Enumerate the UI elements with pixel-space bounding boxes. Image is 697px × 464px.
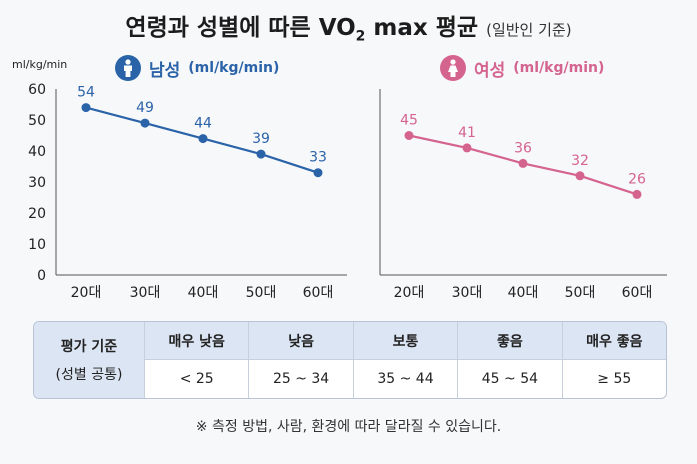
female-x-tick-label: 30대 bbox=[452, 285, 483, 301]
female-data-label: 45 bbox=[400, 113, 418, 129]
female-data-point bbox=[632, 189, 642, 199]
rating-value-normal: 35 ~ 44 bbox=[352, 360, 457, 398]
male-x-tick-label: 50대 bbox=[246, 285, 277, 301]
female-x-tick-label: 60대 bbox=[622, 285, 653, 301]
female-data-label: 26 bbox=[628, 171, 646, 187]
rating-value-very-low: < 25 bbox=[144, 360, 248, 398]
y-axis-unit: ml/kg/min bbox=[12, 58, 68, 71]
y-tick-label: 10 bbox=[28, 237, 46, 253]
male-panel-label: 남성 bbox=[149, 60, 181, 81]
female-data-point bbox=[404, 131, 414, 140]
rating-row-header: 평가 기준 (성별 공통) bbox=[34, 322, 144, 398]
female-x-tick-label: 40대 bbox=[508, 285, 539, 301]
rating-header-good: 좋음 bbox=[457, 322, 562, 360]
male-data-point bbox=[313, 168, 323, 178]
rating-header-very-low: 매우 낮음 bbox=[144, 322, 249, 360]
female-data-label: 36 bbox=[514, 140, 532, 156]
y-tick-label: 60 bbox=[28, 82, 46, 98]
male-data-point bbox=[140, 118, 150, 128]
rating-table: 평가 기준 (성별 공통) 매우 낮음 낮음 보통 좋음 매우 좋음 < 25 … bbox=[33, 321, 667, 399]
female-x-tick-label: 50대 bbox=[565, 285, 596, 301]
male-data-point bbox=[81, 103, 91, 113]
female-panel-label: 여성 bbox=[474, 60, 506, 81]
male-data-label: 33 bbox=[309, 150, 327, 166]
male-data-label: 39 bbox=[252, 131, 270, 147]
female-data-label: 32 bbox=[571, 153, 589, 169]
title-main-prefix: 연령과 성별에 따른 VO bbox=[125, 15, 356, 41]
male-panel-header: 남성 (ml/kg/min) bbox=[115, 55, 279, 81]
row-header-title: 평가 기준 bbox=[60, 339, 118, 355]
male-data-label: 54 bbox=[77, 85, 95, 101]
chart-title: 연령과 성별에 따른 VO2 max 평균 (일반인 기준) bbox=[0, 8, 697, 45]
row-header-subtitle: (성별 공통) bbox=[55, 367, 123, 383]
male-panel-unit: (ml/kg/min) bbox=[188, 60, 280, 76]
female-data-point bbox=[575, 171, 585, 181]
footnote: ※ 측정 방법, 사람, 환경에 따라 달라질 수 있습니다. bbox=[195, 419, 502, 435]
male-data-point bbox=[256, 149, 266, 159]
male-x-tick-label: 20대 bbox=[71, 285, 102, 301]
y-tick-label: 30 bbox=[28, 175, 46, 191]
female-data-point bbox=[518, 158, 528, 168]
y-tick-label: 50 bbox=[28, 113, 46, 129]
female-panel-header: 여성 (ml/kg/min) bbox=[440, 55, 604, 81]
female-x-tick-label: 20대 bbox=[394, 285, 425, 301]
male-data-label: 44 bbox=[194, 116, 212, 132]
male-x-tick-label: 30대 bbox=[130, 285, 161, 301]
title-paren: (일반인 기준) bbox=[486, 21, 572, 39]
female-person-icon bbox=[440, 55, 466, 81]
title-subscript: 2 bbox=[355, 28, 366, 45]
female-data-point bbox=[462, 143, 472, 153]
rating-header-low: 낮음 bbox=[248, 322, 353, 360]
female-panel-unit: (ml/kg/min) bbox=[513, 60, 605, 76]
male-x-tick-label: 40대 bbox=[188, 285, 219, 301]
y-tick-label: 0 bbox=[37, 268, 46, 284]
y-tick-label: 40 bbox=[28, 144, 46, 160]
y-tick-label: 20 bbox=[28, 206, 46, 222]
rating-header-very-good: 매우 좋음 bbox=[561, 322, 666, 360]
title-main-suffix: max 평균 bbox=[365, 15, 479, 41]
rating-value-low: 25 ~ 34 bbox=[248, 360, 352, 398]
rating-value-very-good: ≥ 55 bbox=[561, 360, 666, 398]
rating-header-normal: 보통 bbox=[352, 322, 458, 360]
male-person-icon bbox=[115, 55, 141, 81]
male-x-tick-label: 60대 bbox=[303, 285, 334, 301]
male-data-label: 49 bbox=[136, 100, 154, 116]
rating-value-good: 45 ~ 54 bbox=[457, 360, 561, 398]
male-data-point bbox=[198, 134, 208, 144]
female-data-label: 41 bbox=[458, 125, 476, 141]
chart-canvas: 0 10 20 30 40 50 60 20대 30대 40대 50대 60대 54 49 44 39 33 20… bbox=[28, 82, 667, 301]
